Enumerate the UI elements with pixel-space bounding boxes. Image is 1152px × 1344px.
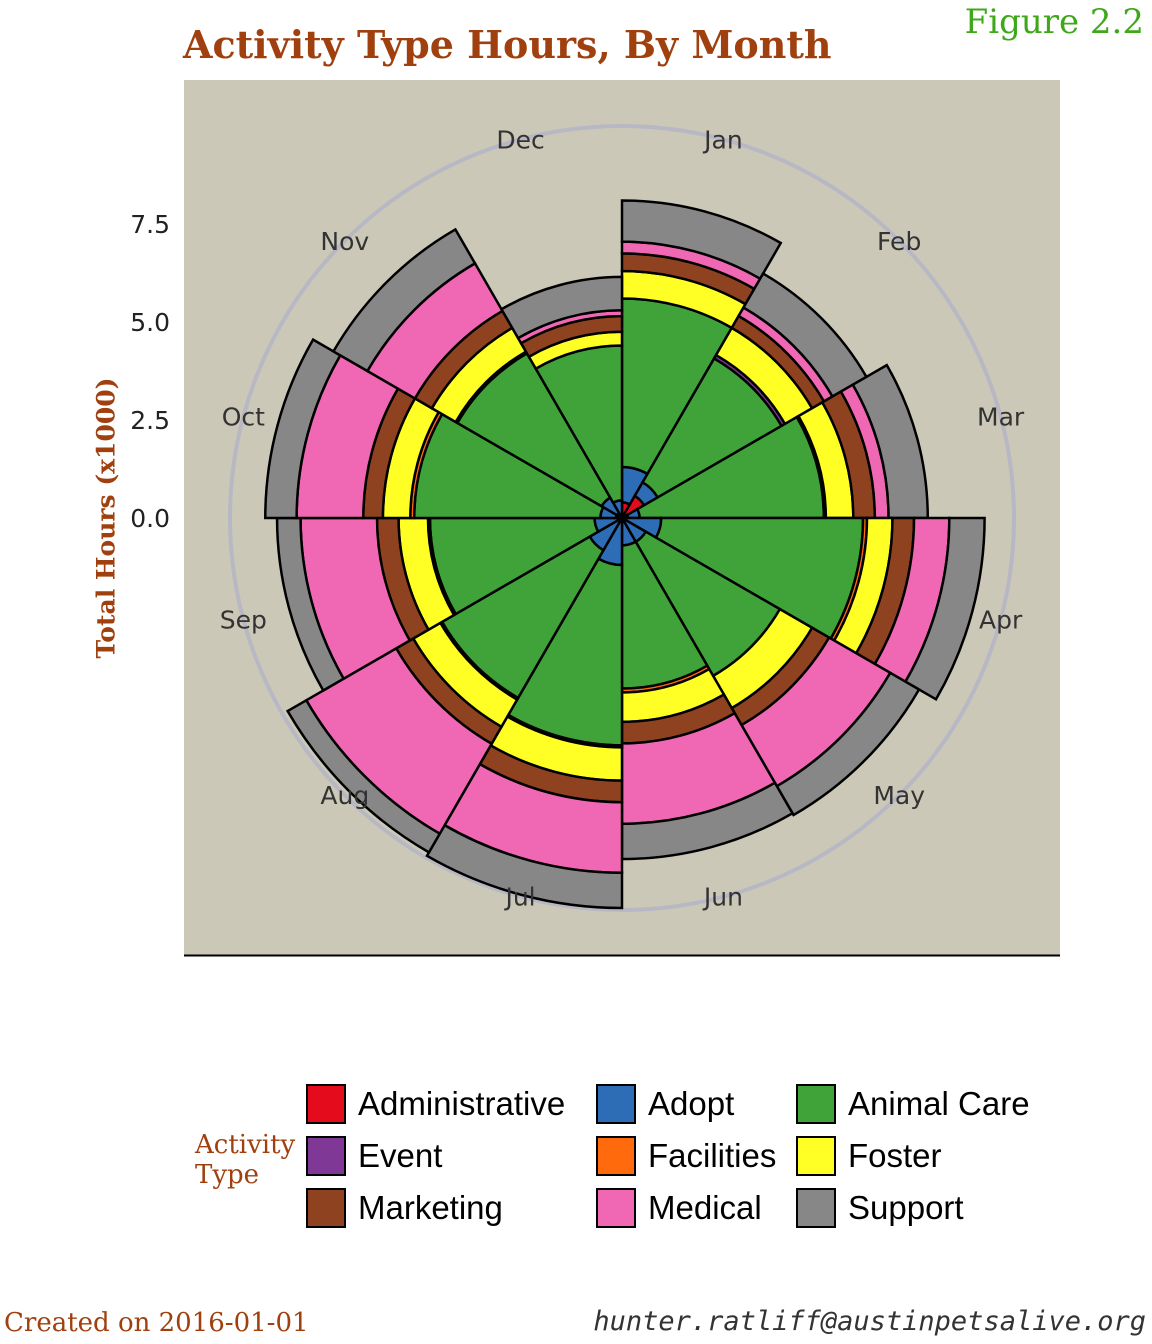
legend-item: Animal Care xyxy=(796,1083,1056,1125)
grid-circle xyxy=(228,124,1016,912)
legend-swatch xyxy=(796,1136,836,1176)
month-label: Aug xyxy=(320,781,369,810)
bar-segment xyxy=(903,516,986,702)
legend-label: Facilities xyxy=(648,1137,777,1174)
legend-label: Foster xyxy=(848,1137,942,1174)
legend: Administrative Adopt Animal Care Event F… xyxy=(306,1083,1056,1229)
month-label: Feb xyxy=(877,227,921,256)
legend-item: Administrative xyxy=(306,1083,596,1125)
legend-swatch xyxy=(306,1084,346,1124)
legend-label: Support xyxy=(848,1189,964,1226)
figure-label: Figure 2.2 xyxy=(964,2,1144,42)
bar-segment xyxy=(425,823,624,910)
month-label: Nov xyxy=(320,227,369,256)
legend-label: Event xyxy=(358,1137,443,1174)
bar-segment xyxy=(775,671,921,817)
month-label: Jan xyxy=(702,125,743,154)
legend-swatch xyxy=(596,1136,636,1176)
legend-swatch xyxy=(796,1084,836,1124)
legend-swatch xyxy=(596,1188,636,1228)
y-axis-label: Total Hours (x1000) xyxy=(91,377,121,659)
legend-item: Adopt xyxy=(596,1083,796,1125)
author-email: hunter.ratliff@austinpetsalive.org xyxy=(593,1306,1146,1337)
legend-item: Event xyxy=(306,1135,596,1177)
y-tick-label: 5.0 xyxy=(130,308,170,337)
polar-chart: Jan Feb Mar Apr May Jun Jul Aug Sep Oct Nov Dec 7.5… xyxy=(130,80,1060,957)
legend-label: Adopt xyxy=(648,1085,735,1122)
legend-title: Activity Type xyxy=(195,1130,296,1190)
legend-item: Foster xyxy=(796,1135,1056,1177)
y-tick-label: 7.5 xyxy=(130,210,170,239)
legend-item: Facilities xyxy=(596,1135,796,1177)
month-label: May xyxy=(873,781,925,810)
month-label: Apr xyxy=(979,605,1023,634)
legend-swatch xyxy=(796,1188,836,1228)
y-tick-label: 0.0 xyxy=(130,504,170,533)
created-date: Created on 2016-01-01 xyxy=(4,1308,309,1338)
legend-swatch xyxy=(306,1188,346,1228)
legend-label: Administrative xyxy=(358,1085,566,1122)
legend-swatch xyxy=(306,1136,346,1176)
bar-segment xyxy=(620,199,783,281)
month-label: Jun xyxy=(702,883,743,912)
month-label: Jul xyxy=(503,883,535,912)
month-label: Sep xyxy=(220,605,267,634)
legend-label: Marketing xyxy=(358,1189,503,1226)
month-label: Dec xyxy=(496,125,544,154)
legend-item: Support xyxy=(796,1187,1056,1229)
bar-segment xyxy=(499,275,624,340)
month-label: Mar xyxy=(977,403,1025,432)
legend-item: Medical xyxy=(596,1187,796,1229)
chart-title: Activity Type Hours, By Month xyxy=(183,22,832,67)
bar-segment xyxy=(264,337,342,520)
legend-label: Medical xyxy=(648,1189,762,1226)
legend-swatch xyxy=(596,1084,636,1124)
month-label: Oct xyxy=(222,403,265,432)
legend-item: Marketing xyxy=(306,1187,596,1229)
legend-label: Animal Care xyxy=(848,1085,1030,1122)
y-tick-label: 2.5 xyxy=(130,406,170,435)
bar-segment xyxy=(331,227,477,373)
bar-segment xyxy=(285,698,442,855)
